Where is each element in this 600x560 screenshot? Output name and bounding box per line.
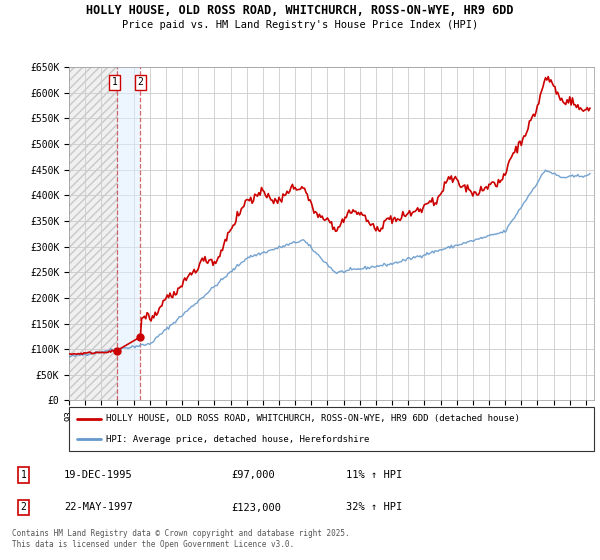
Text: 1: 1 (112, 77, 118, 87)
Text: 2: 2 (20, 502, 26, 512)
Text: £123,000: £123,000 (231, 502, 281, 512)
Text: HPI: Average price, detached house, Herefordshire: HPI: Average price, detached house, Here… (106, 435, 369, 444)
Text: Contains HM Land Registry data © Crown copyright and database right 2025.
This d: Contains HM Land Registry data © Crown c… (12, 529, 350, 549)
Text: 2: 2 (137, 77, 143, 87)
Text: 22-MAY-1997: 22-MAY-1997 (64, 502, 133, 512)
Text: 11% ↑ HPI: 11% ↑ HPI (346, 470, 403, 480)
Text: HOLLY HOUSE, OLD ROSS ROAD, WHITCHURCH, ROSS-ON-WYE, HR9 6DD (detached house): HOLLY HOUSE, OLD ROSS ROAD, WHITCHURCH, … (106, 414, 520, 423)
Bar (117, 67, 140, 400)
Text: HOLLY HOUSE, OLD ROSS ROAD, WHITCHURCH, ROSS-ON-WYE, HR9 6DD: HOLLY HOUSE, OLD ROSS ROAD, WHITCHURCH, … (86, 4, 514, 17)
Bar (69, 67, 117, 400)
Text: Price paid vs. HM Land Registry's House Price Index (HPI): Price paid vs. HM Land Registry's House … (122, 20, 478, 30)
Text: 19-DEC-1995: 19-DEC-1995 (64, 470, 133, 480)
Text: £97,000: £97,000 (231, 470, 275, 480)
Text: 32% ↑ HPI: 32% ↑ HPI (346, 502, 403, 512)
Text: 1: 1 (20, 470, 26, 480)
